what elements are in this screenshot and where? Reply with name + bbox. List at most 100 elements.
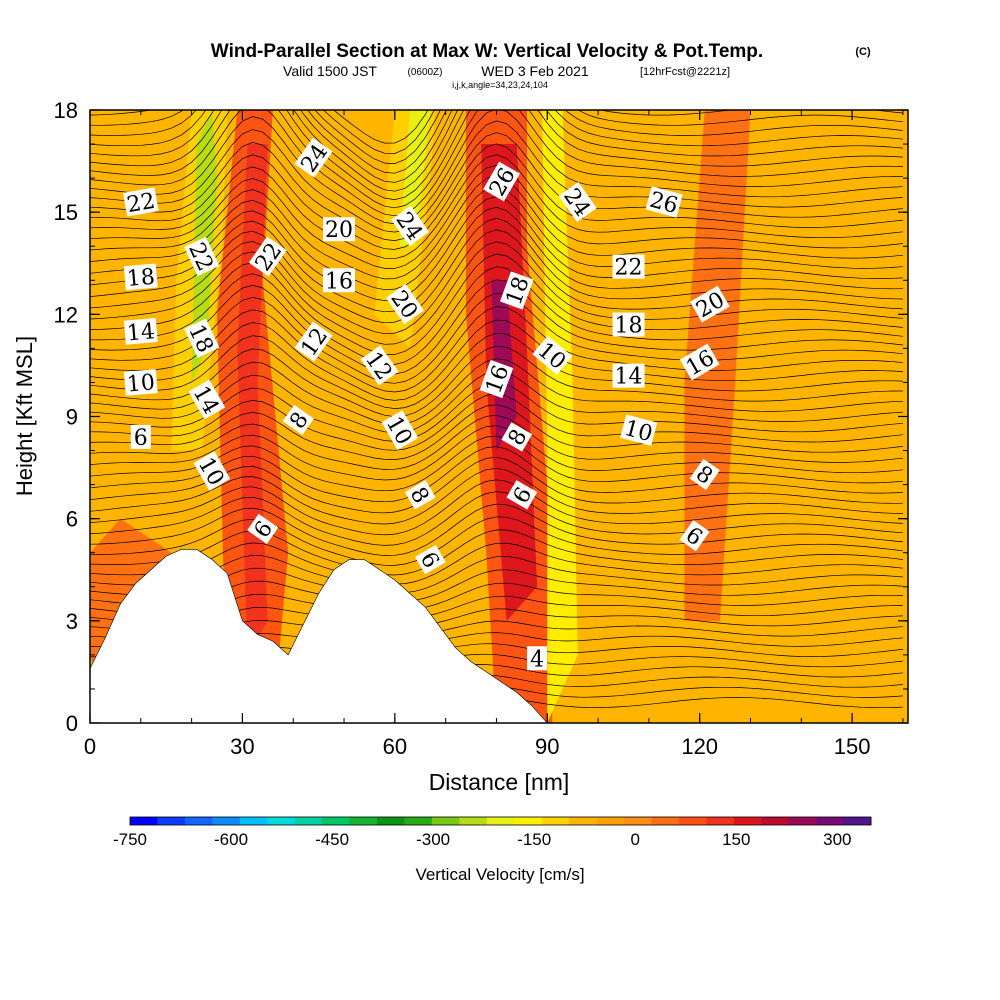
theta-contour xyxy=(90,479,903,536)
colorbar-swatch xyxy=(651,817,680,825)
axes: 0 30 60 90 120 150 0 3 6 9 12 15 18 xyxy=(54,98,908,759)
contour-label-box xyxy=(645,186,683,218)
contour-label: 18 xyxy=(612,312,645,339)
colorbar-tick-label: 300 xyxy=(823,830,851,849)
contour-label-box xyxy=(193,451,231,491)
colorbar-swatch xyxy=(157,817,186,825)
theta-contour xyxy=(90,110,903,183)
y-tick-label: 9 xyxy=(66,405,78,430)
contour-label-box xyxy=(527,646,548,671)
colorbar-swatch xyxy=(733,817,762,825)
theta-contour xyxy=(90,253,903,355)
x-tick-label: 150 xyxy=(834,734,871,759)
contour-label-box xyxy=(322,217,355,242)
theta-contour xyxy=(90,555,903,594)
theta-contour xyxy=(90,414,903,470)
contour-label-box xyxy=(483,161,520,202)
y-axis-label: Height [Kft MSL] xyxy=(12,336,37,496)
contour-label-box xyxy=(322,268,355,293)
colorbar-swatch xyxy=(184,817,213,825)
x-tick-label: 60 xyxy=(383,734,407,759)
contour-label-box xyxy=(612,363,645,388)
theta-contour xyxy=(90,206,903,313)
contour-label-box xyxy=(689,458,720,490)
colorbar-swatch xyxy=(596,817,625,825)
contour-label: 16 xyxy=(322,268,355,294)
theta-contour xyxy=(90,425,903,481)
contour-label-text: 16 xyxy=(325,269,353,294)
contour-label-box xyxy=(123,318,158,345)
colorbar-swatch xyxy=(678,817,707,825)
contour-label-box xyxy=(282,404,314,435)
contour-label: 22 xyxy=(122,187,159,218)
contour-label-box xyxy=(532,335,573,375)
contour-label: 14 xyxy=(123,318,158,347)
colorbar-swatch xyxy=(788,817,817,825)
chart-title: Wind-Parallel Section at Max W: Vertical… xyxy=(211,41,763,62)
colorbar-swatch xyxy=(816,817,845,825)
contour-label-text: 22 xyxy=(615,256,643,281)
y-tick-label: 18 xyxy=(54,98,78,123)
contour-label-text: 22 xyxy=(125,189,157,218)
contour-label-text: 20 xyxy=(325,218,353,243)
theta-contour xyxy=(90,491,903,546)
colorbar-swatch xyxy=(431,817,460,825)
contour-label: 4 xyxy=(527,646,548,672)
x-axis-label: Distance [nm] xyxy=(429,769,570,795)
contour-label-box xyxy=(689,285,730,323)
theta-contour xyxy=(90,404,903,460)
theta-contour xyxy=(90,516,903,566)
contour-label-box xyxy=(612,254,645,279)
contour-label-text: 14 xyxy=(126,319,156,346)
contour-label-box xyxy=(360,345,399,386)
y-tick-label: 12 xyxy=(54,302,78,327)
colorbar-swatch xyxy=(843,817,872,825)
colorbar-swatch xyxy=(404,817,433,825)
theta-contour xyxy=(90,110,903,174)
colorbar-swatch xyxy=(212,817,241,825)
downdraft-east xyxy=(542,110,578,723)
contour-label-box xyxy=(184,318,220,358)
contour-label-box xyxy=(612,312,645,337)
contour-label-box xyxy=(558,181,597,222)
contour-label-text: 18 xyxy=(126,265,156,292)
colorbar-swatch xyxy=(761,817,790,825)
colorbar-tick-label: -600 xyxy=(214,830,248,849)
contour-label-text: 18 xyxy=(615,314,643,339)
chart-title-mark: (C) xyxy=(855,46,871,58)
theta-contour xyxy=(90,529,903,576)
theta-contour xyxy=(90,319,903,401)
theta-contour xyxy=(90,435,903,492)
theta-contour xyxy=(90,503,903,556)
theta-contour xyxy=(90,110,903,217)
theta-contour xyxy=(90,110,903,209)
contour-label-box xyxy=(620,414,658,446)
theta-contour xyxy=(90,143,903,250)
colorbar: -750 -600 -450 -300 -150 0 150 300 xyxy=(113,816,872,849)
colorbar-tick-label: 150 xyxy=(722,830,750,849)
colorbar-tick-label: -450 xyxy=(315,830,349,849)
colorbar-swatch xyxy=(624,817,652,825)
theta-contour xyxy=(90,217,903,324)
colorbar-swatch xyxy=(294,817,323,825)
contour-label-box xyxy=(122,187,159,217)
theta-contour xyxy=(90,229,903,335)
x-tick-label: 120 xyxy=(681,734,718,759)
y-tick-label: 15 xyxy=(54,200,78,225)
theta-contour xyxy=(90,241,903,345)
contour-label-box xyxy=(130,424,151,449)
colorbar-tick-label: 0 xyxy=(630,830,639,849)
plot-area xyxy=(90,110,908,723)
contour-label-box xyxy=(294,321,333,362)
theta-contour xyxy=(90,110,903,192)
contour-label-box xyxy=(385,284,425,325)
contour-label-box xyxy=(391,205,430,246)
contour-label: 20 xyxy=(322,217,355,243)
contour-label-box xyxy=(247,513,279,544)
y-tick-label: 3 xyxy=(66,609,78,634)
contour-label-box xyxy=(679,343,720,381)
subtitle-date: WED 3 Feb 2021 xyxy=(481,63,589,79)
colorbar-swatch xyxy=(349,817,378,825)
colorbar-frame xyxy=(129,816,872,826)
colorbar-swatch xyxy=(541,817,570,825)
